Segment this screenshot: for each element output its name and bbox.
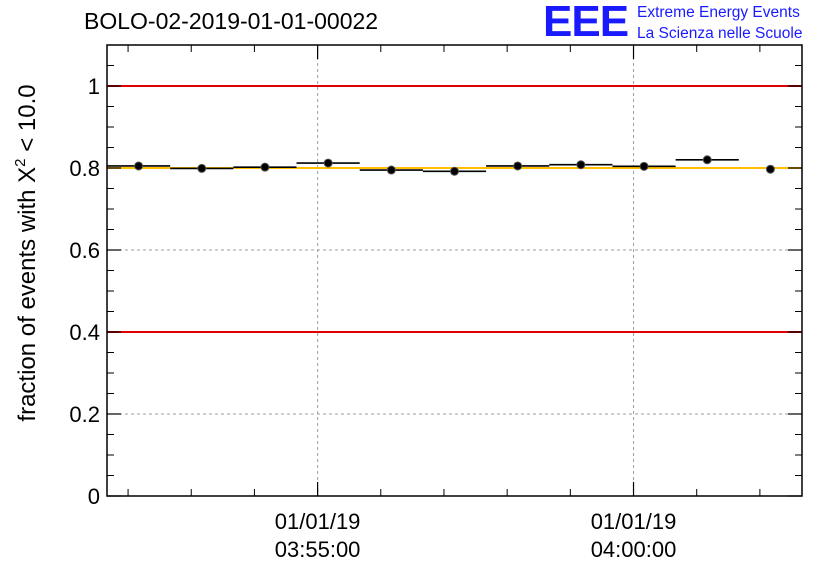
data-point — [639, 161, 649, 171]
data-point — [576, 160, 586, 170]
x-tick-label-date: 01/01/19 — [275, 509, 361, 534]
data-point — [197, 163, 207, 173]
data-point — [260, 162, 270, 172]
y-tick-label: 1 — [88, 74, 100, 99]
reference-lines — [107, 85, 802, 333]
data-point — [134, 161, 144, 171]
data-point — [702, 155, 712, 165]
axes: 0 0.2 0.4 0.6 0.8 1 01/01/19 03:55:00 01/01/19 04… — [69, 45, 802, 562]
logo-caption-line2: La Scienza nelle Scuole — [637, 25, 803, 42]
data-point — [765, 164, 775, 174]
data-point — [323, 158, 333, 168]
y-axis-label-symbol: X — [14, 167, 41, 183]
y-axis-label-superscript: 2 — [12, 158, 29, 166]
data-point — [513, 161, 523, 171]
y-axis-label-suffix: < 10.0 — [14, 84, 41, 158]
data-series — [107, 155, 775, 176]
y-tick-label: 0.8 — [69, 156, 100, 181]
y-tick-label: 0.6 — [69, 238, 100, 263]
y-tick-label: 0.2 — [69, 402, 100, 427]
logo-caption-line1: Extreme Energy Events — [637, 4, 800, 21]
x-tick-label-date: 01/01/19 — [591, 509, 677, 534]
plot-frame — [106, 44, 803, 497]
y-axis-label: fraction of events with X2 < 10.0 — [12, 84, 41, 421]
y-axis-label-prefix: fraction of events with — [14, 183, 41, 422]
x-tick-label-time: 03:55:00 — [275, 537, 361, 562]
grid-layer — [107, 45, 802, 497]
eee-logo: EEE — [543, 0, 629, 46]
chart-title: BOLO-02-2019-01-01-00022 — [84, 8, 379, 34]
data-point — [450, 166, 459, 176]
x-tick-label-time: 04:00:00 — [591, 537, 677, 562]
y-tick-label: 0.4 — [69, 320, 100, 345]
y-tick-label: 0 — [88, 484, 100, 509]
logo-caption: Extreme Energy Events La Scienza nelle S… — [637, 2, 802, 44]
data-point — [386, 165, 396, 175]
